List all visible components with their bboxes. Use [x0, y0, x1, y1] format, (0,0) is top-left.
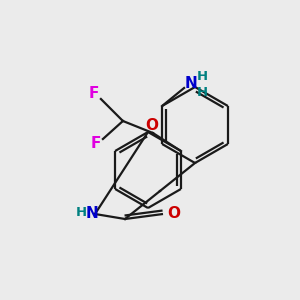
Text: H: H	[196, 85, 208, 98]
Text: O: O	[146, 118, 158, 133]
Text: F: F	[91, 136, 101, 152]
Text: O: O	[167, 206, 181, 220]
Text: H: H	[75, 206, 87, 220]
Text: H: H	[196, 70, 208, 83]
Text: N: N	[185, 76, 197, 92]
Text: F: F	[89, 86, 99, 101]
Text: N: N	[85, 206, 98, 220]
